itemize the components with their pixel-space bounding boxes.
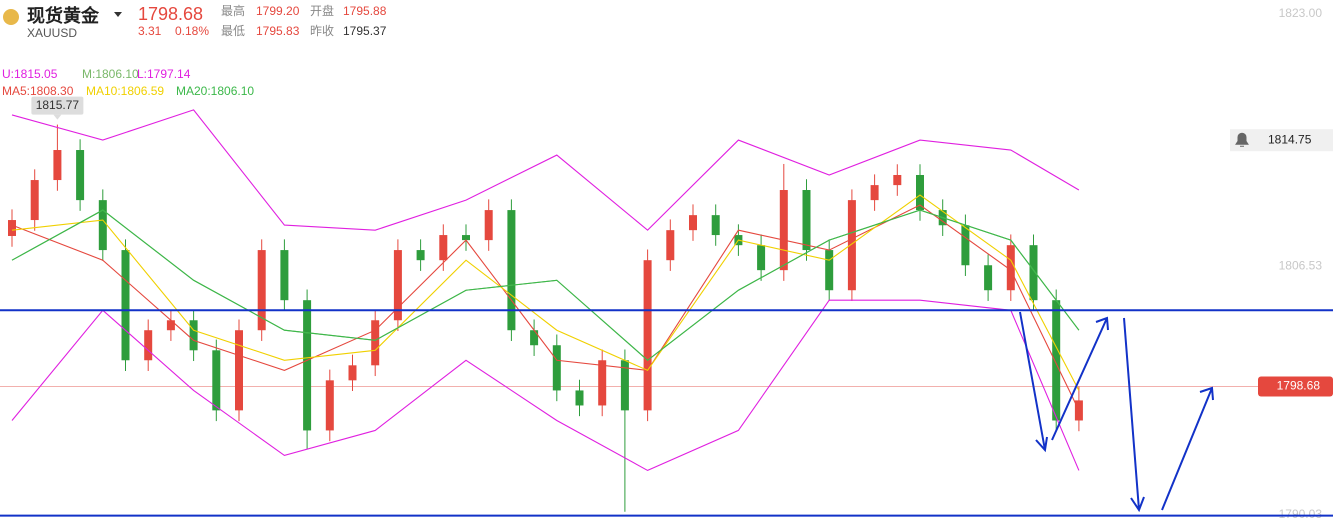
indicator-line — [11, 209, 1080, 361]
candle-body — [507, 210, 516, 331]
candle-body — [916, 174, 924, 211]
prev: 1795.37 — [343, 24, 387, 38]
arrow — [1019, 311, 1048, 453]
candle-body — [711, 215, 720, 236]
candle-body — [98, 200, 107, 251]
candle-body — [235, 330, 243, 411]
candle-body — [847, 200, 856, 291]
candle-body — [280, 250, 289, 301]
candle-body — [598, 360, 607, 406]
open: 1795.88 — [343, 4, 387, 18]
dropdown-arrow[interactable] — [114, 12, 122, 17]
candle-body — [984, 265, 993, 291]
low-label: 最低 — [221, 24, 245, 38]
current-price-tag — [1258, 376, 1333, 397]
candle-body — [189, 320, 198, 351]
candle-body — [303, 300, 312, 431]
plot: 1823.00 1806.53 1790.03 1798.68 1814.75 1815.… — [0, 6, 1333, 521]
header: 现货黄金 XAUUSD 1798.68 3.31 0.18% 最高 1799.2… — [3, 3, 387, 40]
candle-body — [76, 150, 85, 201]
candle-body — [257, 250, 266, 331]
candle-body — [552, 345, 561, 391]
indicator-line — [11, 109, 1080, 231]
open-label: 开盘 — [310, 3, 334, 18]
bell-icon — [1235, 132, 1249, 147]
candle-body — [439, 235, 448, 261]
candle-body — [1029, 245, 1038, 301]
candle-body — [166, 320, 175, 331]
indicator-line — [11, 209, 1080, 361]
max-label-box — [31, 96, 84, 115]
candle-body — [1074, 400, 1083, 421]
legend-entry: L:1797.14 — [137, 67, 191, 81]
y-tick-label: 1823.00 — [1279, 6, 1323, 20]
arrow — [1161, 386, 1214, 511]
indicator-line — [11, 299, 1080, 472]
candle-body — [779, 190, 788, 271]
prev-label: 昨收 — [310, 24, 334, 38]
candle-body — [53, 150, 62, 181]
alert-price-label: 1814.75 — [1268, 132, 1312, 146]
symbol: XAUUSD — [27, 26, 77, 40]
alert-tag — [1230, 129, 1333, 152]
high-label: 最高 — [221, 3, 245, 18]
candle-body — [620, 360, 629, 411]
candle-body — [825, 250, 834, 291]
y-tick-label: 1790.03 — [1279, 507, 1323, 521]
candle-body — [893, 174, 902, 186]
indicator-line — [11, 204, 1080, 411]
price: 1798.68 — [138, 4, 203, 24]
candle-body — [530, 330, 539, 346]
candle-body — [643, 260, 652, 411]
candle-body — [689, 215, 697, 231]
candle-body — [1006, 245, 1015, 291]
arrow — [1051, 316, 1109, 441]
candle-body — [121, 250, 130, 361]
candle-body — [144, 330, 153, 361]
gold-icon — [3, 9, 19, 25]
low: 1795.83 — [256, 24, 300, 38]
current-price-label: 1798.68 — [1277, 379, 1321, 393]
change-pct: 0.18% — [175, 24, 209, 38]
candle-body — [30, 180, 39, 221]
candle-body — [325, 380, 334, 431]
max-label-pointer — [53, 114, 62, 120]
legend-entry: M:1806.10 — [82, 67, 139, 81]
candle-body — [666, 230, 675, 261]
candle-body — [212, 350, 221, 411]
instrument-name[interactable]: 现货黄金 — [27, 5, 100, 26]
high: 1799.20 — [256, 4, 300, 18]
change: 3.31 — [138, 24, 162, 38]
annotation-arrows — [1019, 311, 1214, 513]
candle-body — [416, 250, 425, 261]
candle-body — [757, 245, 766, 271]
candle-body — [575, 390, 584, 406]
candle-body — [8, 220, 16, 236]
max-label: 1815.77 — [36, 98, 80, 112]
legend-entry: U:1815.05 — [2, 67, 58, 81]
legend-entry: MA20:1806.10 — [176, 84, 254, 98]
candle-body — [371, 320, 380, 366]
y-tick-label: 1806.53 — [1279, 258, 1323, 272]
legend-entry: MA10:1806.59 — [86, 84, 164, 98]
candle-body — [462, 235, 470, 241]
legend-entry: MA5:1808.30 — [2, 84, 74, 98]
arrow — [1123, 317, 1145, 513]
candle-body — [870, 185, 879, 201]
candle-body — [348, 365, 357, 381]
candle-body — [393, 250, 402, 321]
candle-body — [484, 210, 493, 241]
candle-body — [961, 225, 970, 266]
candle-body — [802, 190, 811, 251]
indicator-line — [11, 194, 1080, 391]
candle-body — [1052, 300, 1061, 421]
legend: U:1815.05 M:1806.10L:1797.14 MA5:1808.30 MA… — [2, 67, 254, 98]
